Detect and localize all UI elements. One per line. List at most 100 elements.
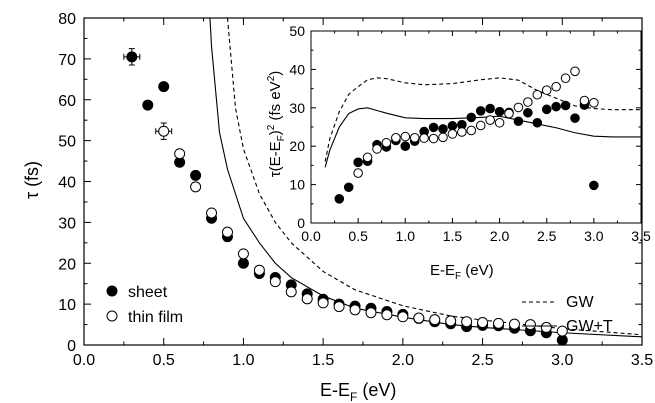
main-x-axis: 0.0 0.5 1.0 1.5 2.0 2.5 3.0 3.5 — [73, 18, 653, 369]
legend-marker-thin-film — [106, 310, 118, 322]
main-point-thin-film — [221, 226, 233, 238]
legend-lines: GW GW+T — [522, 294, 613, 335]
inset-x-tick-label: 0.0 — [301, 228, 321, 244]
inset-point-sheet — [466, 112, 477, 123]
inset-y-axis-title: τ(E-EF)2 (fs eV2) — [266, 71, 287, 178]
inset-point-sheet — [343, 182, 354, 193]
main-y-axis-title: τ (fs) — [22, 161, 42, 199]
main-x-axis-title: E-EF (eV) — [320, 380, 396, 403]
main-point-thin-film — [477, 317, 489, 329]
inset-point-thin-film — [494, 117, 505, 128]
inset-point-sheet — [532, 117, 543, 128]
inset-x-tick-label: 1.5 — [443, 228, 463, 244]
main-point-thin-film — [253, 264, 265, 276]
inset-point-thin-film — [362, 152, 373, 163]
main-x-tick-label: 3.0 — [551, 352, 573, 369]
inset-point-thin-film — [400, 131, 411, 142]
inset-point-thin-film — [409, 132, 420, 143]
legend-label-thin-film: thin film — [128, 309, 183, 326]
inset-y-axis: 0 10 20 30 40 50 — [289, 23, 641, 231]
main-point-thin-film — [301, 293, 313, 305]
inset-x-tick-label: 1.0 — [396, 228, 416, 244]
inset-x-tick-label: 3.0 — [584, 228, 604, 244]
main-point-thin-film — [269, 276, 281, 288]
main-plot: 0.0 0.5 1.0 1.5 2.0 2.5 3.0 3.5 0 10 20 30 40 50 60 70… — [22, 11, 653, 403]
inset-point-thin-film — [353, 168, 363, 178]
inset-point-thin-film — [372, 144, 382, 154]
inset-point-thin-film — [447, 129, 458, 139]
main-y-tick-label: 30 — [58, 215, 76, 232]
main-point-thin-film — [365, 307, 377, 319]
main-point-thin-film — [206, 207, 218, 219]
inset-background — [311, 31, 641, 223]
inset-point-sheet — [447, 121, 458, 131]
inset-point-sheet — [334, 194, 345, 204]
inset-point-sheet — [438, 124, 448, 134]
inset-plot: 0.0 0.5 1.0 1.5 2.0 2.5 3.0 3.5 0 10 20 30 40 50 τ(E… — [266, 23, 651, 282]
main-x-tick-label: 2.0 — [392, 352, 414, 369]
inset-point-thin-film — [419, 133, 429, 143]
inset-point-thin-film — [541, 85, 552, 95]
main-point-thin-film — [333, 301, 345, 313]
main-y-axis: 0 10 20 30 40 50 60 70 80 — [58, 11, 642, 355]
main-x-tick-label: 3.5 — [631, 352, 653, 369]
inset-point-sheet — [541, 104, 552, 115]
main-point-sheet — [237, 257, 249, 269]
main-point-thin-film — [174, 148, 186, 160]
main-point-thin-film — [397, 311, 409, 323]
inset-point-thin-film — [381, 137, 392, 148]
inset-y-tick-label: 30 — [289, 100, 305, 116]
main-y-tick-label: 50 — [58, 134, 76, 151]
inset-line-gw-t — [324, 107, 641, 168]
inset-point-thin-film — [428, 133, 439, 144]
inset-line-gw — [324, 77, 641, 162]
main-point-thin-film — [493, 317, 505, 329]
inset-point-sheet — [494, 106, 505, 117]
main-point-thin-film — [190, 181, 202, 193]
main-x-tick-label: 1.5 — [312, 352, 334, 369]
legend-label-sheet: sheet — [128, 284, 168, 301]
main-point-thin-film — [556, 325, 568, 337]
inset-point-thin-film — [438, 132, 448, 143]
main-y-tick-label: 40 — [58, 175, 76, 192]
inset-y-tick-label: 10 — [289, 177, 305, 193]
legend-label-gw: GW — [566, 294, 594, 311]
inset-x-axis: 0.0 0.5 1.0 1.5 2.0 2.5 3.0 3.5 — [301, 31, 651, 244]
main-point-thin-film — [381, 309, 393, 321]
main-y-tick-label: 60 — [58, 93, 76, 110]
inset-point-thin-film — [551, 81, 561, 92]
main-point-thin-film — [508, 318, 520, 330]
legend-marker-sheet — [106, 285, 118, 297]
inset-y-tick-label: 40 — [289, 61, 305, 77]
inset-x-tick-label: 3.5 — [631, 228, 651, 244]
main-point-thin-film — [413, 312, 425, 324]
inset-point-thin-film — [513, 102, 524, 113]
inset-point-sheet — [513, 116, 524, 127]
main-point-thin-film — [237, 248, 249, 260]
inset-point-sheet — [523, 107, 533, 118]
inset-data-points — [334, 66, 599, 204]
inset-point-sheet — [353, 157, 363, 168]
inset-point-thin-film — [475, 120, 486, 131]
inset-point-sheet — [551, 101, 561, 112]
inset-x-tick-label: 2.5 — [537, 228, 557, 244]
inset-point-thin-film — [532, 89, 543, 100]
inset-point-sheet — [560, 100, 571, 111]
main-point-thin-film — [429, 314, 441, 326]
inset-y-tick-label: 50 — [289, 23, 305, 39]
inset-theory-lines — [324, 77, 641, 168]
main-point-thin-film — [285, 286, 297, 298]
main-y-tick-label: 10 — [58, 297, 76, 314]
inset-x-axis-title: E-EF (eV) — [430, 262, 494, 282]
inset-point-thin-film — [560, 73, 571, 84]
inset-y-tick-label: 20 — [289, 138, 305, 154]
main-y-tick-label: 70 — [58, 52, 76, 69]
main-point-thin-film — [158, 125, 170, 137]
inset-x-tick-label: 2.0 — [490, 228, 510, 244]
inset-point-sheet — [475, 106, 486, 116]
main-point-thin-film — [461, 316, 473, 328]
inset-point-thin-film — [485, 115, 495, 125]
inset-point-sheet — [570, 113, 580, 123]
inset-point-sheet — [589, 180, 599, 191]
inset-point-sheet — [428, 122, 439, 133]
